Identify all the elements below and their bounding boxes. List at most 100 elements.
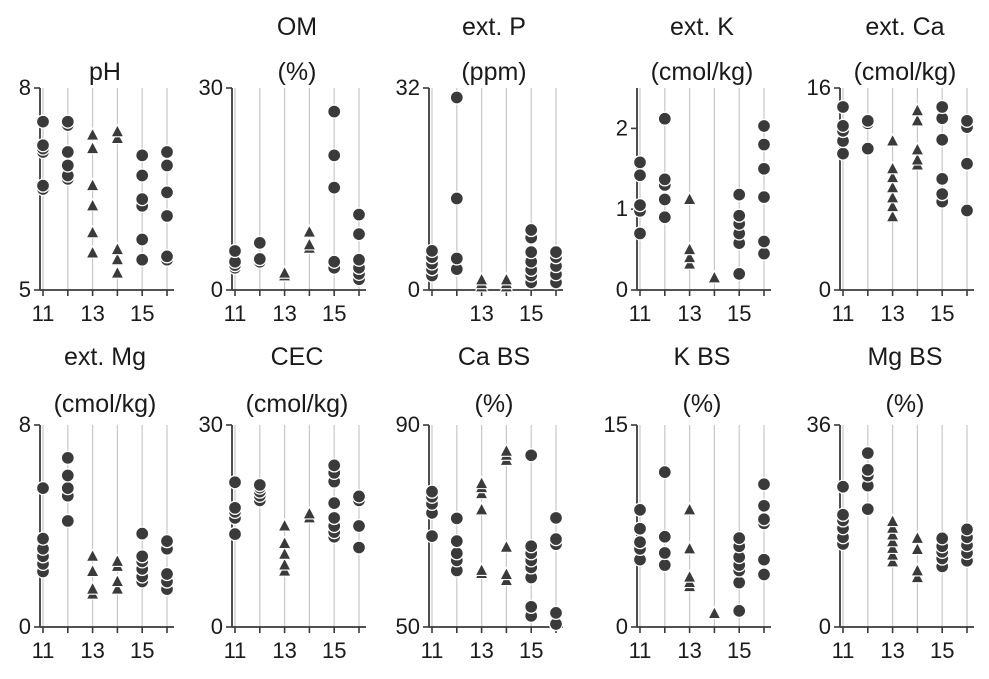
chart-title-line-1: Ca BS [458, 343, 530, 371]
circle-point [756, 246, 772, 261]
circle-point [351, 540, 367, 555]
x-tick-label: 13 [469, 638, 493, 663]
circle-point [60, 158, 75, 173]
circle-point [657, 557, 672, 573]
triangle-point [885, 513, 900, 528]
triangle-point [885, 160, 900, 175]
triangle-point [910, 151, 925, 166]
triangle-point [885, 132, 900, 147]
circle-point [959, 113, 975, 128]
circle-point [632, 168, 648, 183]
x-tick-label: 15 [130, 638, 154, 663]
circle-point [449, 534, 464, 549]
y-tick-label: 0 [616, 277, 628, 302]
x-tick-label: 15 [519, 638, 543, 663]
circle-point [756, 567, 772, 582]
x-tick-label: 13 [880, 638, 904, 663]
chart-title-line-1: K BS [674, 343, 731, 371]
chart-panel-8: 50 90 11 13 15 Ca BS (%) [396, 343, 564, 663]
circle-point [524, 244, 539, 260]
circle-point [657, 529, 672, 544]
chart-title-line-2: (cmol/kg) [651, 58, 754, 86]
x-tick-label: 13 [80, 301, 104, 326]
chart-title-line-1: OM [277, 13, 317, 41]
circle-point [959, 203, 975, 218]
chart-title-line-2: (%) [278, 58, 317, 86]
circle-point [227, 526, 243, 542]
triangle-point [682, 191, 697, 206]
chart-title-line-2: (%) [683, 390, 722, 418]
y-tick-label: 15 [604, 412, 628, 437]
chart-title-line-2: (ppm) [461, 58, 526, 86]
x-tick-label: 13 [469, 301, 493, 326]
triangle-point [85, 548, 100, 562]
x-tick-label: 11 [224, 301, 247, 326]
circle-point [860, 141, 875, 156]
y-tick-label: 30 [199, 412, 223, 437]
triangle-point [85, 126, 100, 141]
chart-panel-10: 0 36 11 13 15 Mg BS (%) [807, 343, 975, 663]
circle-point [959, 156, 975, 171]
circle-point [227, 243, 243, 259]
circle-point [449, 546, 464, 561]
circle-point [657, 192, 672, 207]
circle-point [524, 599, 539, 614]
x-tick-label: 15 [322, 638, 346, 663]
circle-point [732, 530, 747, 546]
triangle-point [302, 223, 317, 238]
circle-point [227, 500, 243, 515]
triangle-point [302, 236, 317, 251]
triangle-point [85, 177, 100, 192]
circle-point [252, 251, 267, 267]
circle-point [159, 566, 175, 582]
x-tick-label: 11 [832, 638, 855, 663]
circle-point [327, 104, 342, 119]
x-tick-label: 11 [832, 301, 855, 326]
x-tick-label: 11 [629, 638, 652, 663]
triangle-point [302, 505, 317, 520]
triangle-point [85, 140, 100, 155]
circle-point [327, 148, 342, 163]
circle-point [935, 171, 950, 187]
circle-point [935, 99, 950, 115]
y-tick-label: 0 [819, 277, 831, 302]
circle-point [835, 479, 851, 494]
circle-point [657, 545, 672, 561]
chart-title-line-1: ext. Mg [64, 343, 146, 371]
circle-point [60, 450, 75, 465]
x-tick-label: 15 [727, 638, 751, 663]
circle-point [756, 234, 772, 249]
x-tick-label: 13 [80, 638, 104, 663]
circle-point [424, 528, 440, 544]
chart-title-line-1: CEC [271, 343, 324, 371]
y-tick-label: 30 [199, 75, 223, 100]
circle-point [524, 539, 539, 554]
circle-point [159, 534, 175, 549]
triangle-point [707, 605, 722, 620]
chart-title-line-2: (%) [886, 390, 925, 418]
circle-point [60, 468, 75, 483]
y-tick-label: 16 [807, 75, 831, 100]
chart-title-line-1: ext. P [462, 13, 526, 41]
circle-point [524, 222, 539, 238]
chart-title-line-1: ext. K [670, 13, 734, 41]
x-tick-label: 15 [322, 301, 346, 326]
circle-point [159, 144, 175, 160]
x-tick-label: 15 [130, 301, 154, 326]
y-tick-label: 8 [19, 412, 31, 437]
triangle-point [499, 443, 514, 457]
x-tick-label: 11 [224, 638, 247, 663]
circle-point [424, 484, 440, 499]
y-tick-label: 32 [396, 75, 420, 100]
triangle-point [910, 562, 925, 577]
x-tick-label: 13 [677, 638, 701, 663]
y-tick-label: 0 [19, 614, 31, 639]
circle-point [632, 535, 648, 550]
circle-point [860, 445, 875, 461]
triangle-point [110, 553, 125, 567]
chart-panel-5: 0 16 11 13 15 ext. Ca (cmol/kg) [807, 13, 975, 326]
circle-point [860, 502, 875, 517]
circle-point [657, 464, 672, 480]
circle-point [548, 605, 564, 621]
x-tick-label: 11 [32, 301, 55, 326]
